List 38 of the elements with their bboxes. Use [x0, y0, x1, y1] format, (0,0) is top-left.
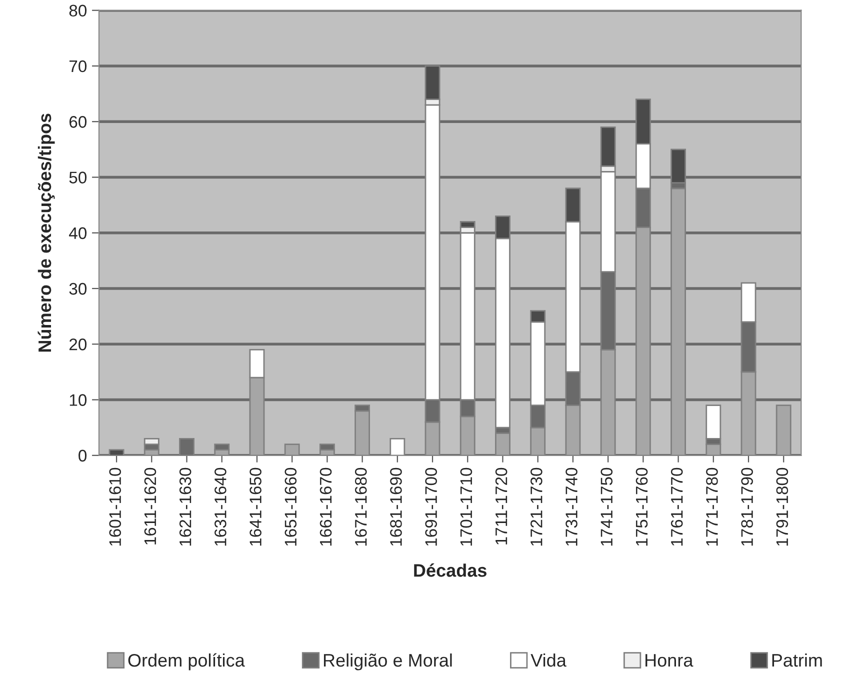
bar [214, 444, 230, 451]
x-tick-label: 1771-1780 [706, 468, 718, 546]
legend-label: Honra [646, 654, 694, 667]
y-tick-label: 40 [69, 227, 87, 240]
y-tick-label: 70 [69, 60, 87, 72]
x-tick-label: 1701-1710 [460, 468, 472, 546]
x-tick-label: 1741-1750 [600, 468, 613, 546]
x-tick-label: 1651-1660 [284, 468, 297, 546]
x-axis-title: Décadas [414, 563, 486, 577]
x-tick-label: 1661-1670 [320, 468, 332, 546]
x-tick-label: 1781-1790 [741, 468, 753, 546]
y-tick-label: 20 [69, 338, 87, 350]
y-tick-label: 80 [69, 4, 87, 17]
y-tick-label: 0 [78, 450, 87, 462]
x-tick-label: 1611-1620 [144, 468, 156, 544]
x-tick-label: 1791-1800 [776, 468, 788, 546]
x-tick-label: 1721-1730 [530, 468, 542, 546]
x-tick-label: 1731-1740 [566, 468, 578, 546]
x-tick-label: 1631-1640 [214, 468, 226, 546]
y-tick-label: 30 [69, 282, 87, 295]
y-axis-title: Número de execuções/tipos [38, 114, 55, 352]
x-tick-label: 1761-1770 [670, 468, 683, 546]
legend-label: Vida [530, 653, 566, 667]
x-tick-label: 1691-1700 [425, 468, 437, 546]
y-tick-label: 60 [69, 116, 87, 128]
x-tick-label: 1621-1630 [179, 468, 192, 546]
x-tick-label: 1641-1650 [250, 468, 262, 546]
legend-label: Patrim [772, 653, 822, 667]
legend-label: Religião e Moral [324, 653, 452, 670]
x-tick-label: 1681-1690 [390, 468, 402, 546]
x-tick-label: 1671-1680 [354, 468, 367, 546]
legend-label: Ordem política [128, 653, 245, 670]
x-tick-label: 1711-1720 [495, 468, 508, 544]
y-tick-label: 10 [70, 394, 87, 406]
y-tick-label: 50 [69, 172, 87, 184]
bar [319, 444, 335, 451]
x-tick-label: 1601-1610 [109, 468, 122, 546]
x-tick-label: 1751-1760 [636, 468, 648, 546]
